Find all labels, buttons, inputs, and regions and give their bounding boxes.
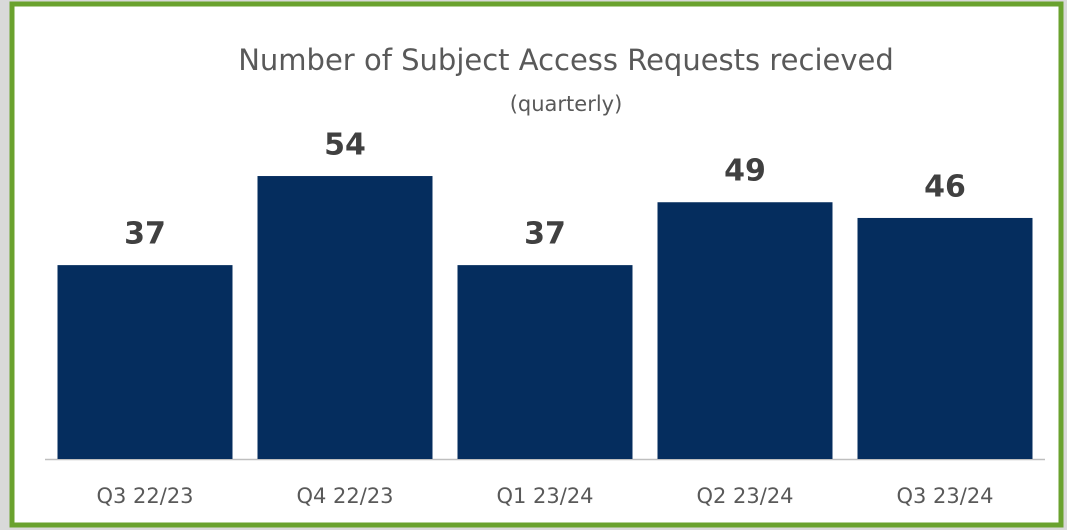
x-tick-label: Q3 22/23: [96, 484, 193, 508]
data-label: 37: [524, 217, 566, 252]
x-tick-label: Q1 23/24: [496, 484, 593, 508]
bar: [457, 265, 633, 459]
bar: [657, 202, 833, 460]
x-tick-label: Q3 23/24: [896, 484, 993, 508]
bar: [57, 265, 233, 459]
chart-title: Number of Subject Access Requests reciev…: [238, 43, 894, 77]
bar: [257, 176, 433, 460]
data-label: 54: [324, 128, 366, 163]
bar: [857, 217, 1033, 459]
data-label: 49: [724, 154, 766, 189]
x-tick-label: Q2 23/24: [696, 484, 793, 508]
chart-subtitle: (quarterly): [510, 92, 623, 116]
data-label: 37: [124, 217, 166, 252]
x-tick-label: Q4 22/23: [296, 484, 393, 508]
data-label: 46: [924, 169, 966, 204]
